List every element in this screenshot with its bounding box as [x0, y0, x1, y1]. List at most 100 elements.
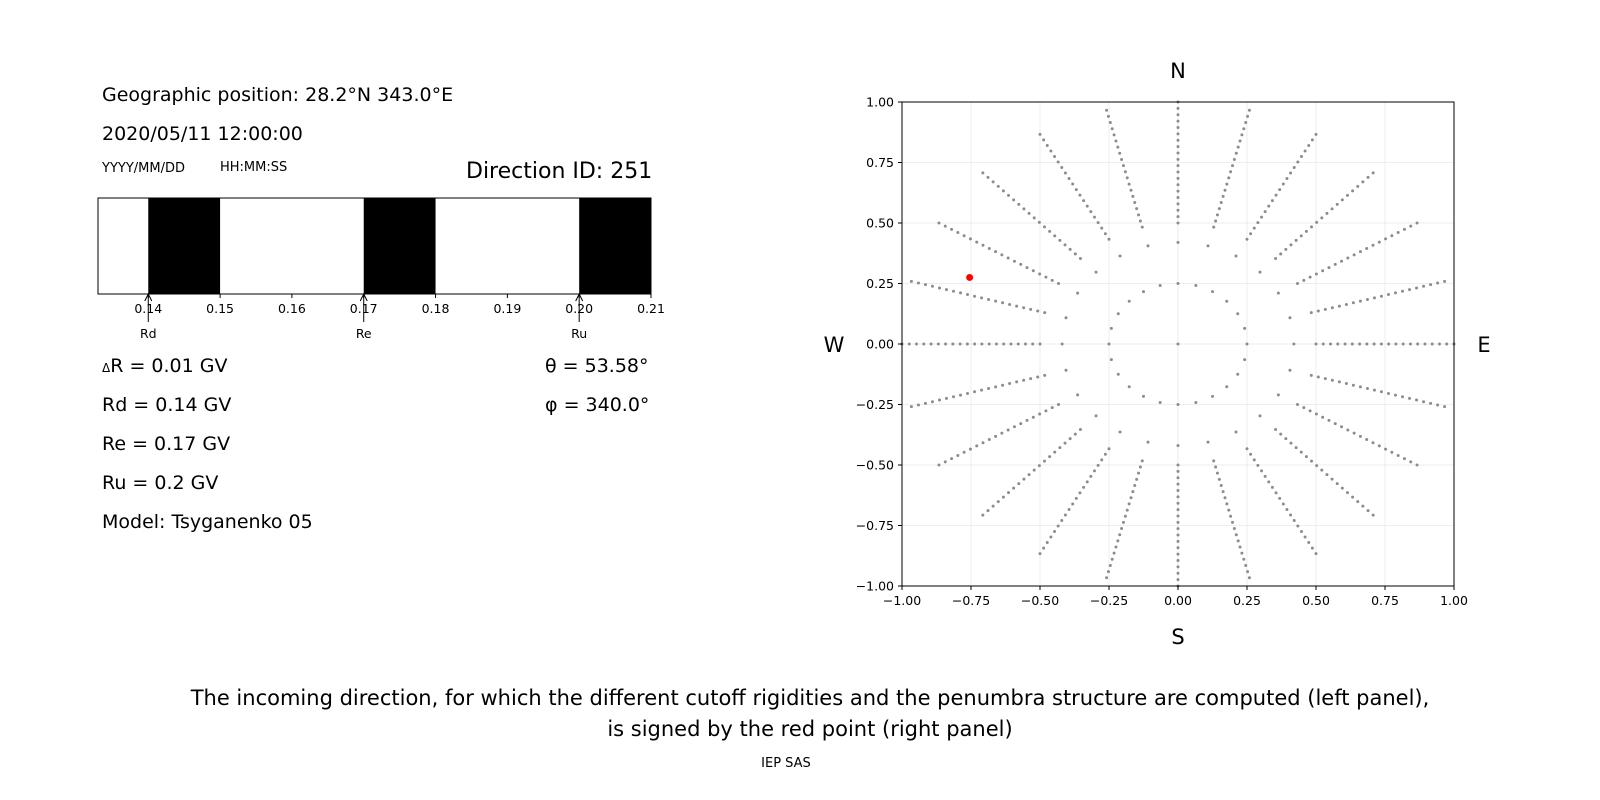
direction-point	[1007, 491, 1011, 495]
direction-point	[1343, 342, 1347, 346]
direction-point	[1303, 535, 1307, 539]
direction-point	[1078, 491, 1082, 495]
y-tick-label: 1.00	[866, 95, 894, 110]
direction-point	[1443, 279, 1447, 283]
direction-id: Direction ID: 251	[466, 159, 653, 184]
direction-point	[1219, 483, 1223, 487]
direction-point	[1321, 342, 1325, 346]
direction-point	[1345, 193, 1349, 197]
direction-point	[1071, 182, 1075, 186]
x-tick-label: 0.75	[1371, 593, 1399, 608]
direction-point	[1107, 237, 1111, 241]
direction-point	[1176, 546, 1180, 550]
direction-point	[1110, 127, 1114, 131]
direction-point	[951, 289, 955, 293]
direction-point	[1127, 502, 1131, 506]
compass-east: E	[1477, 333, 1490, 357]
direction-point	[973, 294, 977, 298]
date-format: YYYY/MM/DD	[102, 161, 185, 176]
delta-r-line: ΔR = 0.01 GV	[102, 355, 227, 377]
direction-point	[1176, 157, 1180, 161]
direction-point	[1206, 244, 1210, 248]
direction-point	[1245, 237, 1249, 241]
direction-point	[981, 441, 985, 445]
direction-point	[1276, 291, 1280, 295]
direction-point	[1131, 194, 1135, 198]
direction-point	[1176, 342, 1180, 346]
selected-direction-point	[966, 273, 974, 281]
direction-point	[1094, 270, 1098, 274]
direction-point	[1402, 457, 1406, 461]
direction-point	[1387, 342, 1391, 346]
direction-point	[958, 342, 962, 346]
direction-point	[916, 281, 920, 285]
direction-point	[1315, 220, 1319, 224]
direction-point	[1176, 189, 1180, 193]
direction-point	[915, 342, 919, 346]
direction-point	[1176, 138, 1180, 142]
direction-point	[1371, 513, 1375, 517]
direction-point	[937, 286, 941, 290]
direction-point	[1310, 459, 1314, 463]
direction-point	[1393, 393, 1397, 397]
direction-point	[1247, 576, 1251, 580]
direction-point	[1292, 166, 1296, 170]
direction-point	[1116, 312, 1120, 316]
direction-point	[1085, 480, 1089, 484]
direction-point	[951, 395, 955, 399]
direction-point	[956, 453, 960, 457]
direction-point	[1176, 444, 1180, 448]
direction-point	[1214, 465, 1218, 469]
direction-point	[1307, 143, 1311, 147]
direction-point	[1379, 294, 1383, 298]
direction-point	[1316, 375, 1320, 379]
direction-point	[1274, 428, 1278, 432]
direction-point	[1225, 502, 1229, 506]
x-tick-label: −1.00	[883, 593, 921, 608]
direction-point	[1073, 252, 1077, 256]
direction-point	[1176, 514, 1180, 518]
direction-point	[991, 504, 995, 508]
direction-point	[1112, 133, 1116, 137]
direction-point	[1176, 539, 1180, 543]
marker-label-re: Re	[356, 326, 372, 341]
direction-point	[965, 342, 969, 346]
direction-point	[909, 405, 913, 409]
direction-point	[987, 342, 991, 346]
direction-point	[1231, 164, 1235, 168]
direction-point	[1243, 326, 1247, 330]
direction-point	[1019, 262, 1023, 266]
direction-point	[1350, 342, 1354, 346]
direction-point	[1296, 160, 1300, 164]
direction-point	[987, 297, 991, 301]
direction-point	[1123, 514, 1127, 518]
direction-point	[1361, 504, 1365, 508]
direction-point	[1296, 282, 1300, 285]
direction-point	[1245, 342, 1249, 346]
direction-points	[900, 100, 1456, 588]
direction-point	[1351, 383, 1355, 387]
direction-point	[1176, 533, 1180, 537]
direction-point	[1314, 552, 1318, 556]
direction-point	[1137, 471, 1141, 475]
direction-point	[1394, 342, 1398, 346]
direction-point	[1340, 425, 1344, 429]
direction-point	[1176, 132, 1180, 136]
direction-point	[981, 513, 985, 517]
direction-point	[1445, 342, 1449, 346]
direction-point	[1408, 396, 1412, 400]
direction-point	[1060, 166, 1064, 170]
direction-point	[1138, 465, 1142, 469]
direction-point	[1176, 183, 1180, 187]
direction-point	[1045, 143, 1049, 147]
direction-point	[1292, 518, 1296, 522]
direction-point	[1281, 182, 1285, 186]
direction-point	[1408, 342, 1412, 346]
direction-point	[1330, 378, 1334, 382]
direction-point	[1043, 373, 1047, 377]
direction-point	[1336, 342, 1340, 346]
direction-point	[994, 250, 998, 254]
direction-point	[986, 509, 990, 513]
direction-point	[1390, 234, 1394, 238]
direction-point	[1415, 221, 1419, 225]
